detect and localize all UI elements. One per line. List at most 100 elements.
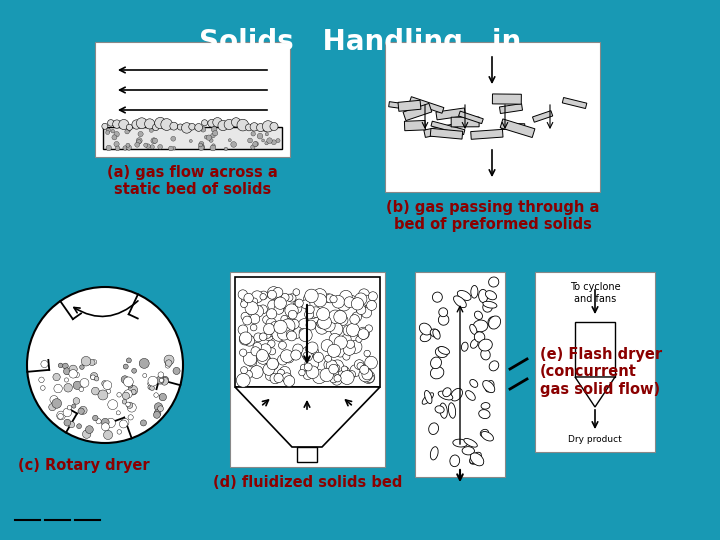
Circle shape <box>361 295 372 305</box>
Ellipse shape <box>485 291 497 300</box>
Ellipse shape <box>425 390 432 403</box>
Circle shape <box>98 390 108 400</box>
Circle shape <box>299 328 312 342</box>
Circle shape <box>261 139 264 142</box>
Ellipse shape <box>451 388 462 401</box>
Circle shape <box>200 144 204 147</box>
Circle shape <box>40 386 45 390</box>
Circle shape <box>313 294 327 307</box>
Circle shape <box>366 300 377 310</box>
Circle shape <box>27 287 183 443</box>
Circle shape <box>276 328 289 340</box>
Circle shape <box>244 370 253 379</box>
Circle shape <box>79 406 87 414</box>
Circle shape <box>39 377 44 382</box>
Circle shape <box>271 326 285 339</box>
Ellipse shape <box>420 333 431 342</box>
Ellipse shape <box>466 390 475 400</box>
Ellipse shape <box>462 342 468 351</box>
Circle shape <box>284 353 294 363</box>
Circle shape <box>292 303 302 313</box>
Circle shape <box>168 146 174 151</box>
Circle shape <box>238 325 248 335</box>
Circle shape <box>240 367 248 374</box>
Circle shape <box>299 369 305 376</box>
Circle shape <box>159 393 166 401</box>
Circle shape <box>239 333 251 345</box>
Circle shape <box>145 119 155 129</box>
Circle shape <box>210 145 216 151</box>
Circle shape <box>120 420 127 428</box>
Circle shape <box>164 355 174 365</box>
Ellipse shape <box>489 277 499 287</box>
Circle shape <box>251 325 257 331</box>
Circle shape <box>121 418 129 427</box>
Circle shape <box>112 135 117 140</box>
Circle shape <box>138 131 143 137</box>
Circle shape <box>250 123 258 131</box>
Circle shape <box>127 402 132 408</box>
Circle shape <box>231 118 240 127</box>
Ellipse shape <box>485 381 494 392</box>
Circle shape <box>243 352 257 366</box>
Circle shape <box>324 360 334 370</box>
Circle shape <box>128 386 138 395</box>
Circle shape <box>269 328 276 337</box>
Bar <box>95 42 290 157</box>
Circle shape <box>289 319 300 329</box>
Circle shape <box>122 400 127 404</box>
Bar <box>500 104 523 113</box>
Circle shape <box>270 359 277 366</box>
Circle shape <box>114 141 120 147</box>
Circle shape <box>359 368 372 382</box>
Circle shape <box>274 328 282 337</box>
Circle shape <box>298 319 311 331</box>
Circle shape <box>330 322 343 336</box>
Circle shape <box>305 363 312 371</box>
Ellipse shape <box>454 296 467 308</box>
Circle shape <box>79 387 84 392</box>
Circle shape <box>324 294 333 302</box>
Ellipse shape <box>483 302 492 312</box>
Circle shape <box>303 370 312 380</box>
Circle shape <box>312 348 318 355</box>
Circle shape <box>165 363 171 368</box>
Circle shape <box>189 124 195 130</box>
Circle shape <box>63 368 71 375</box>
Ellipse shape <box>464 438 477 447</box>
Circle shape <box>158 372 163 377</box>
Circle shape <box>154 393 158 397</box>
Circle shape <box>305 310 314 319</box>
Circle shape <box>144 143 148 147</box>
Circle shape <box>277 369 284 376</box>
Circle shape <box>334 336 347 349</box>
Circle shape <box>307 342 318 353</box>
Circle shape <box>265 133 269 136</box>
Circle shape <box>117 393 122 397</box>
Circle shape <box>161 119 173 130</box>
Circle shape <box>269 348 276 355</box>
Circle shape <box>362 331 368 338</box>
Circle shape <box>281 315 288 323</box>
Ellipse shape <box>473 320 488 332</box>
Circle shape <box>251 298 258 305</box>
Bar <box>500 119 535 138</box>
Circle shape <box>49 403 56 411</box>
Bar <box>415 272 505 477</box>
Circle shape <box>89 360 95 366</box>
Circle shape <box>80 365 84 369</box>
Circle shape <box>301 300 310 309</box>
Bar <box>297 447 317 462</box>
Circle shape <box>106 131 109 134</box>
Circle shape <box>271 301 284 314</box>
Circle shape <box>305 345 313 353</box>
Circle shape <box>137 139 141 144</box>
Circle shape <box>102 123 108 129</box>
Text: (a) gas flow across a
static bed of solids: (a) gas flow across a static bed of soli… <box>107 165 278 198</box>
Circle shape <box>132 368 137 373</box>
Circle shape <box>117 430 122 434</box>
Circle shape <box>337 298 351 311</box>
Circle shape <box>260 344 271 355</box>
Circle shape <box>127 145 132 150</box>
Circle shape <box>256 124 265 132</box>
